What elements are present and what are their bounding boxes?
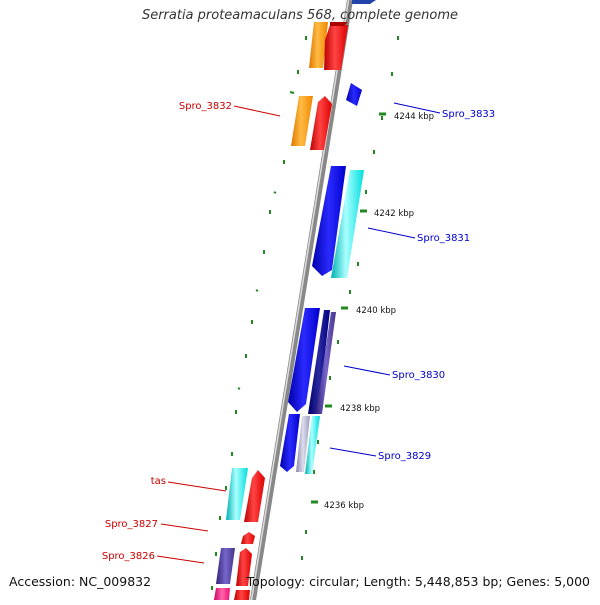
outer-guide-left (211, 36, 307, 590)
label-spro-3826: Spro_3826 (102, 551, 155, 562)
outer-guide-right (301, 36, 399, 560)
label-spro-3832: Spro_3832 (179, 101, 232, 112)
gene-spro-3829-cyan (305, 416, 320, 474)
gene-spro-3830-blue (288, 308, 320, 412)
genome-backbone (250, 0, 353, 601)
gene-labels-right: Spro_3833 Spro_3831 Spro_3830 Spro_3829 (378, 109, 495, 462)
gene-spro-3829-grey (296, 416, 310, 472)
gene-spro-3829-blue (280, 414, 300, 472)
gene-spro-3832-red (310, 96, 332, 150)
scale-ticks (311, 112, 386, 504)
accession-text: Accession: NC_009832 (9, 574, 152, 589)
gene-red-bottom (234, 590, 250, 600)
gene-spro-3831-blue (312, 166, 346, 276)
gene-spro-3831-cyan (331, 170, 364, 278)
gene-red-top (324, 25, 348, 70)
leader-lines-right (329, 102, 441, 457)
gene-blue-top-edge (352, 0, 376, 4)
gene-spro-3826-purple (216, 548, 235, 584)
tick-label-4236: 4236 kbp (324, 501, 364, 511)
label-spro-3827: Spro_3827 (105, 519, 158, 530)
gene-tas-cyan (226, 468, 248, 520)
gene-orange-top (309, 22, 328, 68)
gene-spro-3833 (346, 83, 362, 106)
backbone-highlight (250, 0, 350, 601)
label-spro-3830: Spro_3830 (392, 370, 445, 381)
label-spro-3833: Spro_3833 (442, 109, 495, 120)
gene-spro-3830-purple (316, 312, 336, 414)
gene-spro-3827 (241, 532, 255, 544)
tick-label-4242: 4242 kbp (374, 209, 414, 219)
gene-spro-3830-navy (308, 310, 330, 414)
gene-red-top-cap (330, 22, 348, 26)
genes-right-strand (280, 0, 376, 474)
gene-pink-bottom (214, 588, 230, 600)
gene-tas-red (244, 470, 265, 522)
backbone-line (250, 0, 353, 601)
map-title: Serratia proteamaculans 568, complete ge… (141, 8, 459, 23)
leader-lines-left (156, 105, 281, 564)
gene-spro-3826-red (236, 548, 252, 586)
label-tas: tas (151, 476, 166, 487)
tick-label-4244: 4244 kbp (394, 112, 434, 122)
genes-left-strand (214, 22, 348, 600)
label-spro-3831: Spro_3831 (417, 233, 470, 244)
tick-label-4240: 4240 kbp (356, 306, 396, 316)
scale-tick-labels: 4236 kbp 4238 kbp 4240 kbp 4242 kbp 4244… (324, 112, 434, 511)
gene-spro-3832-orange (291, 96, 313, 146)
genome-summary-text: Topology: circular; Length: 5,448,853 bp… (246, 574, 590, 589)
gene-labels-left: Spro_3832 tas Spro_3827 Spro_3826 (102, 101, 232, 562)
label-spro-3829: Spro_3829 (378, 451, 431, 462)
tick-label-4238: 4238 kbp (340, 404, 380, 414)
